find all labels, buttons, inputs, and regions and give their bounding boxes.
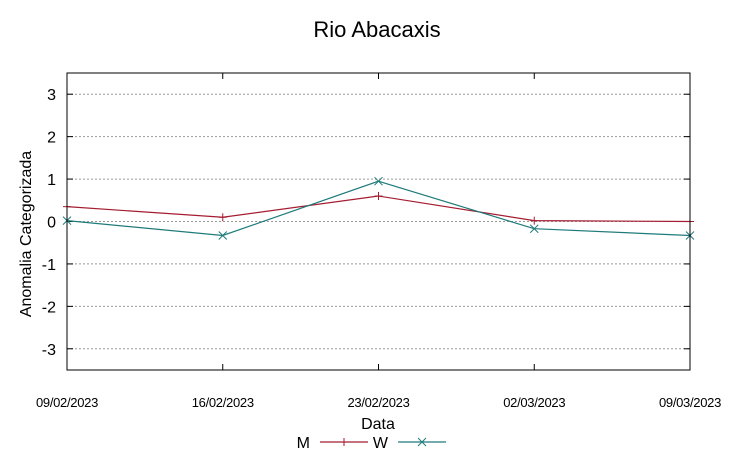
legend-label: W bbox=[373, 435, 389, 452]
series-M bbox=[63, 192, 694, 226]
series-lines bbox=[62, 176, 695, 240]
x-tick-label: 09/02/2023 bbox=[36, 395, 98, 410]
x-axis-label: Data bbox=[361, 416, 395, 433]
cross-marker bbox=[529, 224, 539, 234]
legend-item-M: M bbox=[297, 435, 368, 452]
x-tick-labels: 09/02/2023 16/02/2023 23/02/2023 02/03/2023… bbox=[36, 73, 721, 410]
legend-item-W: W bbox=[373, 435, 446, 452]
y-tick-label: 0 bbox=[47, 215, 56, 232]
x-tick-label: 09/03/2023 bbox=[659, 395, 721, 410]
series-W bbox=[62, 176, 695, 240]
series-line bbox=[66, 180, 691, 237]
y-axis-label: Anomalia Categorizada bbox=[18, 151, 35, 317]
y-tick-label: 3 bbox=[47, 87, 56, 104]
x-tick-label: 02/03/2023 bbox=[503, 395, 565, 410]
y-tick-labels: 3 2 1 0 -1 -2 -3 bbox=[42, 87, 56, 359]
grid-lines bbox=[67, 93, 690, 350]
cross-marker bbox=[218, 231, 228, 240]
chart-title: Rio Abacaxis bbox=[313, 17, 440, 42]
legend-label: M bbox=[297, 435, 310, 452]
y-tick-label: 1 bbox=[47, 172, 56, 189]
plot-frame bbox=[66, 72, 691, 371]
cross-marker bbox=[374, 176, 383, 186]
y-tick-label: -2 bbox=[42, 299, 56, 316]
y-tick-label: -1 bbox=[42, 257, 56, 274]
y-tick-label: 2 bbox=[47, 130, 56, 147]
cross-marker bbox=[417, 437, 427, 447]
x-tick-label: 16/02/2023 bbox=[192, 395, 254, 410]
x-tick-label: 23/02/2023 bbox=[347, 395, 409, 410]
y-tick-label: -3 bbox=[42, 342, 56, 359]
